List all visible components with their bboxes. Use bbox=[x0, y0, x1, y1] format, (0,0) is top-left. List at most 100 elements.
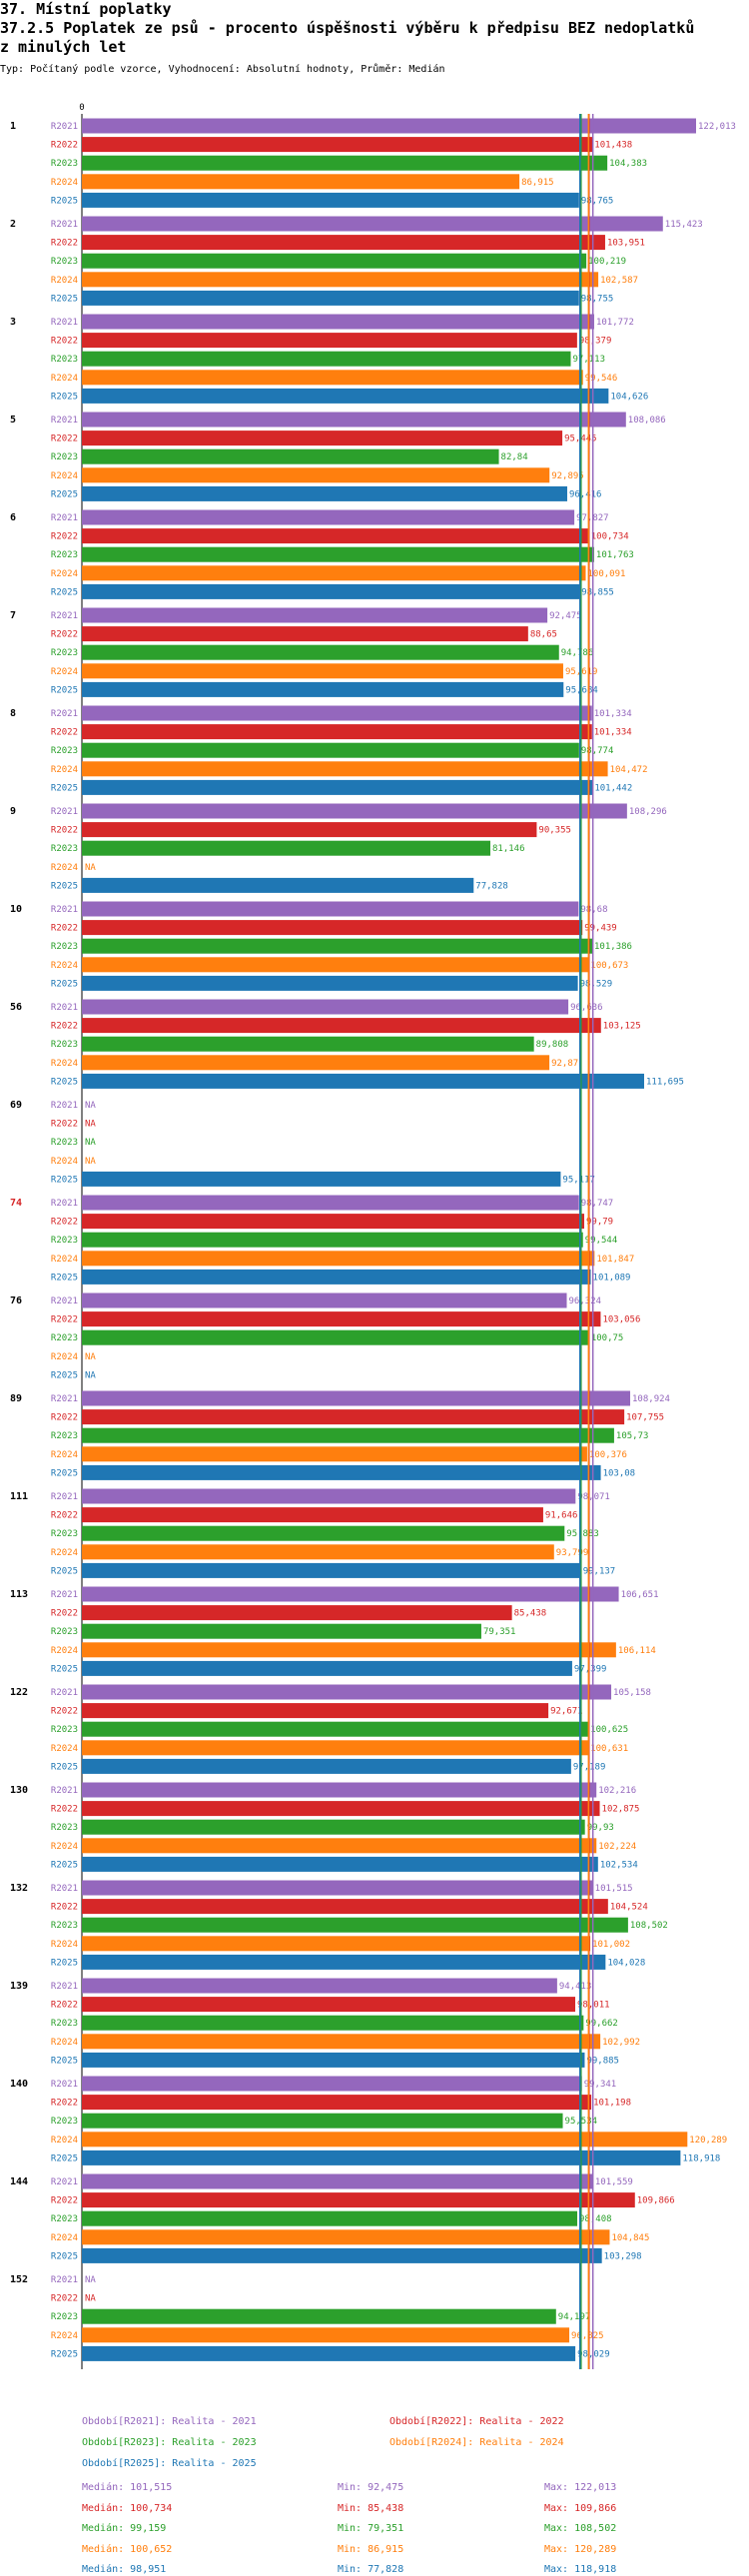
bar-R2023 bbox=[82, 1623, 481, 1639]
series-label: R2021 bbox=[51, 1003, 78, 1013]
series-label: R2023 bbox=[51, 1040, 78, 1050]
series-label: R2021 bbox=[51, 1492, 78, 1502]
bar-R2023 bbox=[82, 1525, 565, 1541]
value-label: 98,529 bbox=[580, 979, 613, 989]
stat-max: Max: 109,866 bbox=[544, 2502, 617, 2514]
series-label: R2022 bbox=[51, 1022, 78, 1032]
value-label: 92,87 bbox=[551, 1059, 578, 1069]
bar-R2024 bbox=[82, 957, 589, 973]
bar-R2022 bbox=[82, 1899, 608, 1915]
value-label: 98,774 bbox=[581, 746, 614, 756]
series-label: R2025 bbox=[51, 2153, 78, 2163]
series-label: R2021 bbox=[51, 318, 78, 328]
group-label: 144 bbox=[10, 2176, 28, 2187]
value-label: 91,646 bbox=[545, 1511, 578, 1521]
series-label: R2023 bbox=[51, 550, 78, 560]
stat-max: Max: 108,502 bbox=[544, 2523, 617, 2534]
value-label: 99,885 bbox=[586, 2056, 619, 2066]
bar-R2022 bbox=[82, 2192, 635, 2208]
bar-R2021 bbox=[82, 1978, 557, 1994]
bar-R2023 bbox=[82, 742, 579, 758]
stat-median: Medián: 99,159 bbox=[82, 2523, 167, 2534]
bar-R2025 bbox=[82, 583, 580, 599]
bar-R2023 bbox=[82, 2015, 584, 2031]
series-label: R2023 bbox=[51, 2214, 78, 2224]
series-label: R2023 bbox=[51, 648, 78, 658]
value-label: 100,75 bbox=[591, 1333, 624, 1343]
series-label: R2025 bbox=[51, 979, 78, 989]
series-label: R2021 bbox=[51, 416, 78, 426]
bar-R2022 bbox=[82, 1409, 625, 1425]
value-label: 105,158 bbox=[613, 1688, 651, 1698]
value-label: 100,631 bbox=[590, 1744, 628, 1754]
value-label: 100,376 bbox=[589, 1450, 627, 1460]
series-label: R2022 bbox=[51, 2001, 78, 2011]
bar-R2021 bbox=[82, 1684, 612, 1700]
bar-R2025 bbox=[82, 1073, 644, 1089]
bar-R2021 bbox=[82, 1390, 631, 1406]
series-label: R2022 bbox=[51, 1413, 78, 1423]
series-label: R2021 bbox=[51, 122, 78, 132]
value-label: 106,114 bbox=[618, 1646, 656, 1656]
value-label: 90,355 bbox=[538, 826, 571, 836]
series-label: R2024 bbox=[51, 2038, 78, 2048]
series-label: R2024 bbox=[51, 1646, 78, 1656]
value-label: 85,438 bbox=[514, 1609, 547, 1619]
series-label: R2022 bbox=[51, 630, 78, 640]
bar-R2023 bbox=[82, 1819, 585, 1835]
value-label: 99,546 bbox=[585, 374, 618, 384]
bar-R2023 bbox=[82, 155, 608, 171]
series-label: R2021 bbox=[51, 1590, 78, 1600]
series-label: R2024 bbox=[51, 961, 78, 971]
series-label: R2022 bbox=[51, 1609, 78, 1619]
legend-item-r2021: Období[R2021]: Realita - 2021 bbox=[82, 2416, 257, 2427]
bar-R2024 bbox=[82, 1936, 591, 1952]
series-label: R2025 bbox=[51, 1077, 78, 1087]
series-label: R2022 bbox=[51, 532, 78, 542]
value-label: 89,808 bbox=[536, 1040, 569, 1050]
value-label: 96,324 bbox=[569, 1296, 602, 1306]
series-label: R2022 bbox=[51, 1120, 78, 1130]
stat-max: Max: 122,013 bbox=[544, 2482, 617, 2493]
series-label: R2024 bbox=[51, 1255, 78, 1265]
value-label: 102,224 bbox=[598, 1842, 636, 1852]
bar-R2022 bbox=[82, 1801, 600, 1817]
series-label: R2024 bbox=[51, 1059, 78, 1069]
bar-R2023 bbox=[82, 351, 571, 367]
series-label: R2024 bbox=[51, 178, 78, 188]
series-label: R2022 bbox=[51, 434, 78, 444]
series-label: R2022 bbox=[51, 1903, 78, 1913]
na-label: NA bbox=[85, 1157, 96, 1167]
series-label: R2023 bbox=[51, 1333, 78, 1343]
bar-R2023 bbox=[82, 2113, 563, 2129]
value-label: 105,73 bbox=[616, 1431, 649, 1441]
bar-R2025 bbox=[82, 779, 593, 795]
bar-R2022 bbox=[82, 1997, 576, 2013]
value-label: 107,755 bbox=[626, 1413, 664, 1423]
value-label: 115,423 bbox=[665, 220, 703, 230]
value-label: 98,408 bbox=[579, 2214, 612, 2224]
bar-R2023 bbox=[82, 840, 491, 856]
legend-item-r2022: Období[R2022]: Realita - 2022 bbox=[389, 2416, 564, 2427]
value-label: 86,915 bbox=[521, 178, 554, 188]
stat-median: Medián: 101,515 bbox=[82, 2482, 173, 2493]
series-label: R2021 bbox=[51, 2080, 78, 2090]
value-label: 104,472 bbox=[610, 765, 648, 775]
bar-R2023 bbox=[82, 644, 559, 660]
value-label: 102,534 bbox=[600, 1860, 638, 1870]
bar-R2025 bbox=[82, 1171, 561, 1187]
stat-max: Max: 120,289 bbox=[544, 2543, 617, 2555]
series-label: R2022 bbox=[51, 924, 78, 934]
value-label: 120,289 bbox=[689, 2136, 727, 2146]
page-title: 37. Místní poplatky bbox=[0, 0, 172, 18]
value-label: 98,68 bbox=[580, 905, 607, 915]
bar-R2022 bbox=[82, 1703, 549, 1719]
value-label: 99,79 bbox=[586, 1218, 613, 1228]
value-label: 82,84 bbox=[501, 452, 528, 462]
value-label: 109,866 bbox=[637, 2196, 675, 2206]
stat-median: Medián: 100,734 bbox=[82, 2502, 173, 2514]
value-label: 100,625 bbox=[590, 1725, 628, 1735]
value-label: 102,216 bbox=[598, 1786, 636, 1796]
bar-R2024 bbox=[82, 1446, 587, 1462]
legend-item-r2023: Období[R2023]: Realita - 2023 bbox=[82, 2437, 257, 2448]
